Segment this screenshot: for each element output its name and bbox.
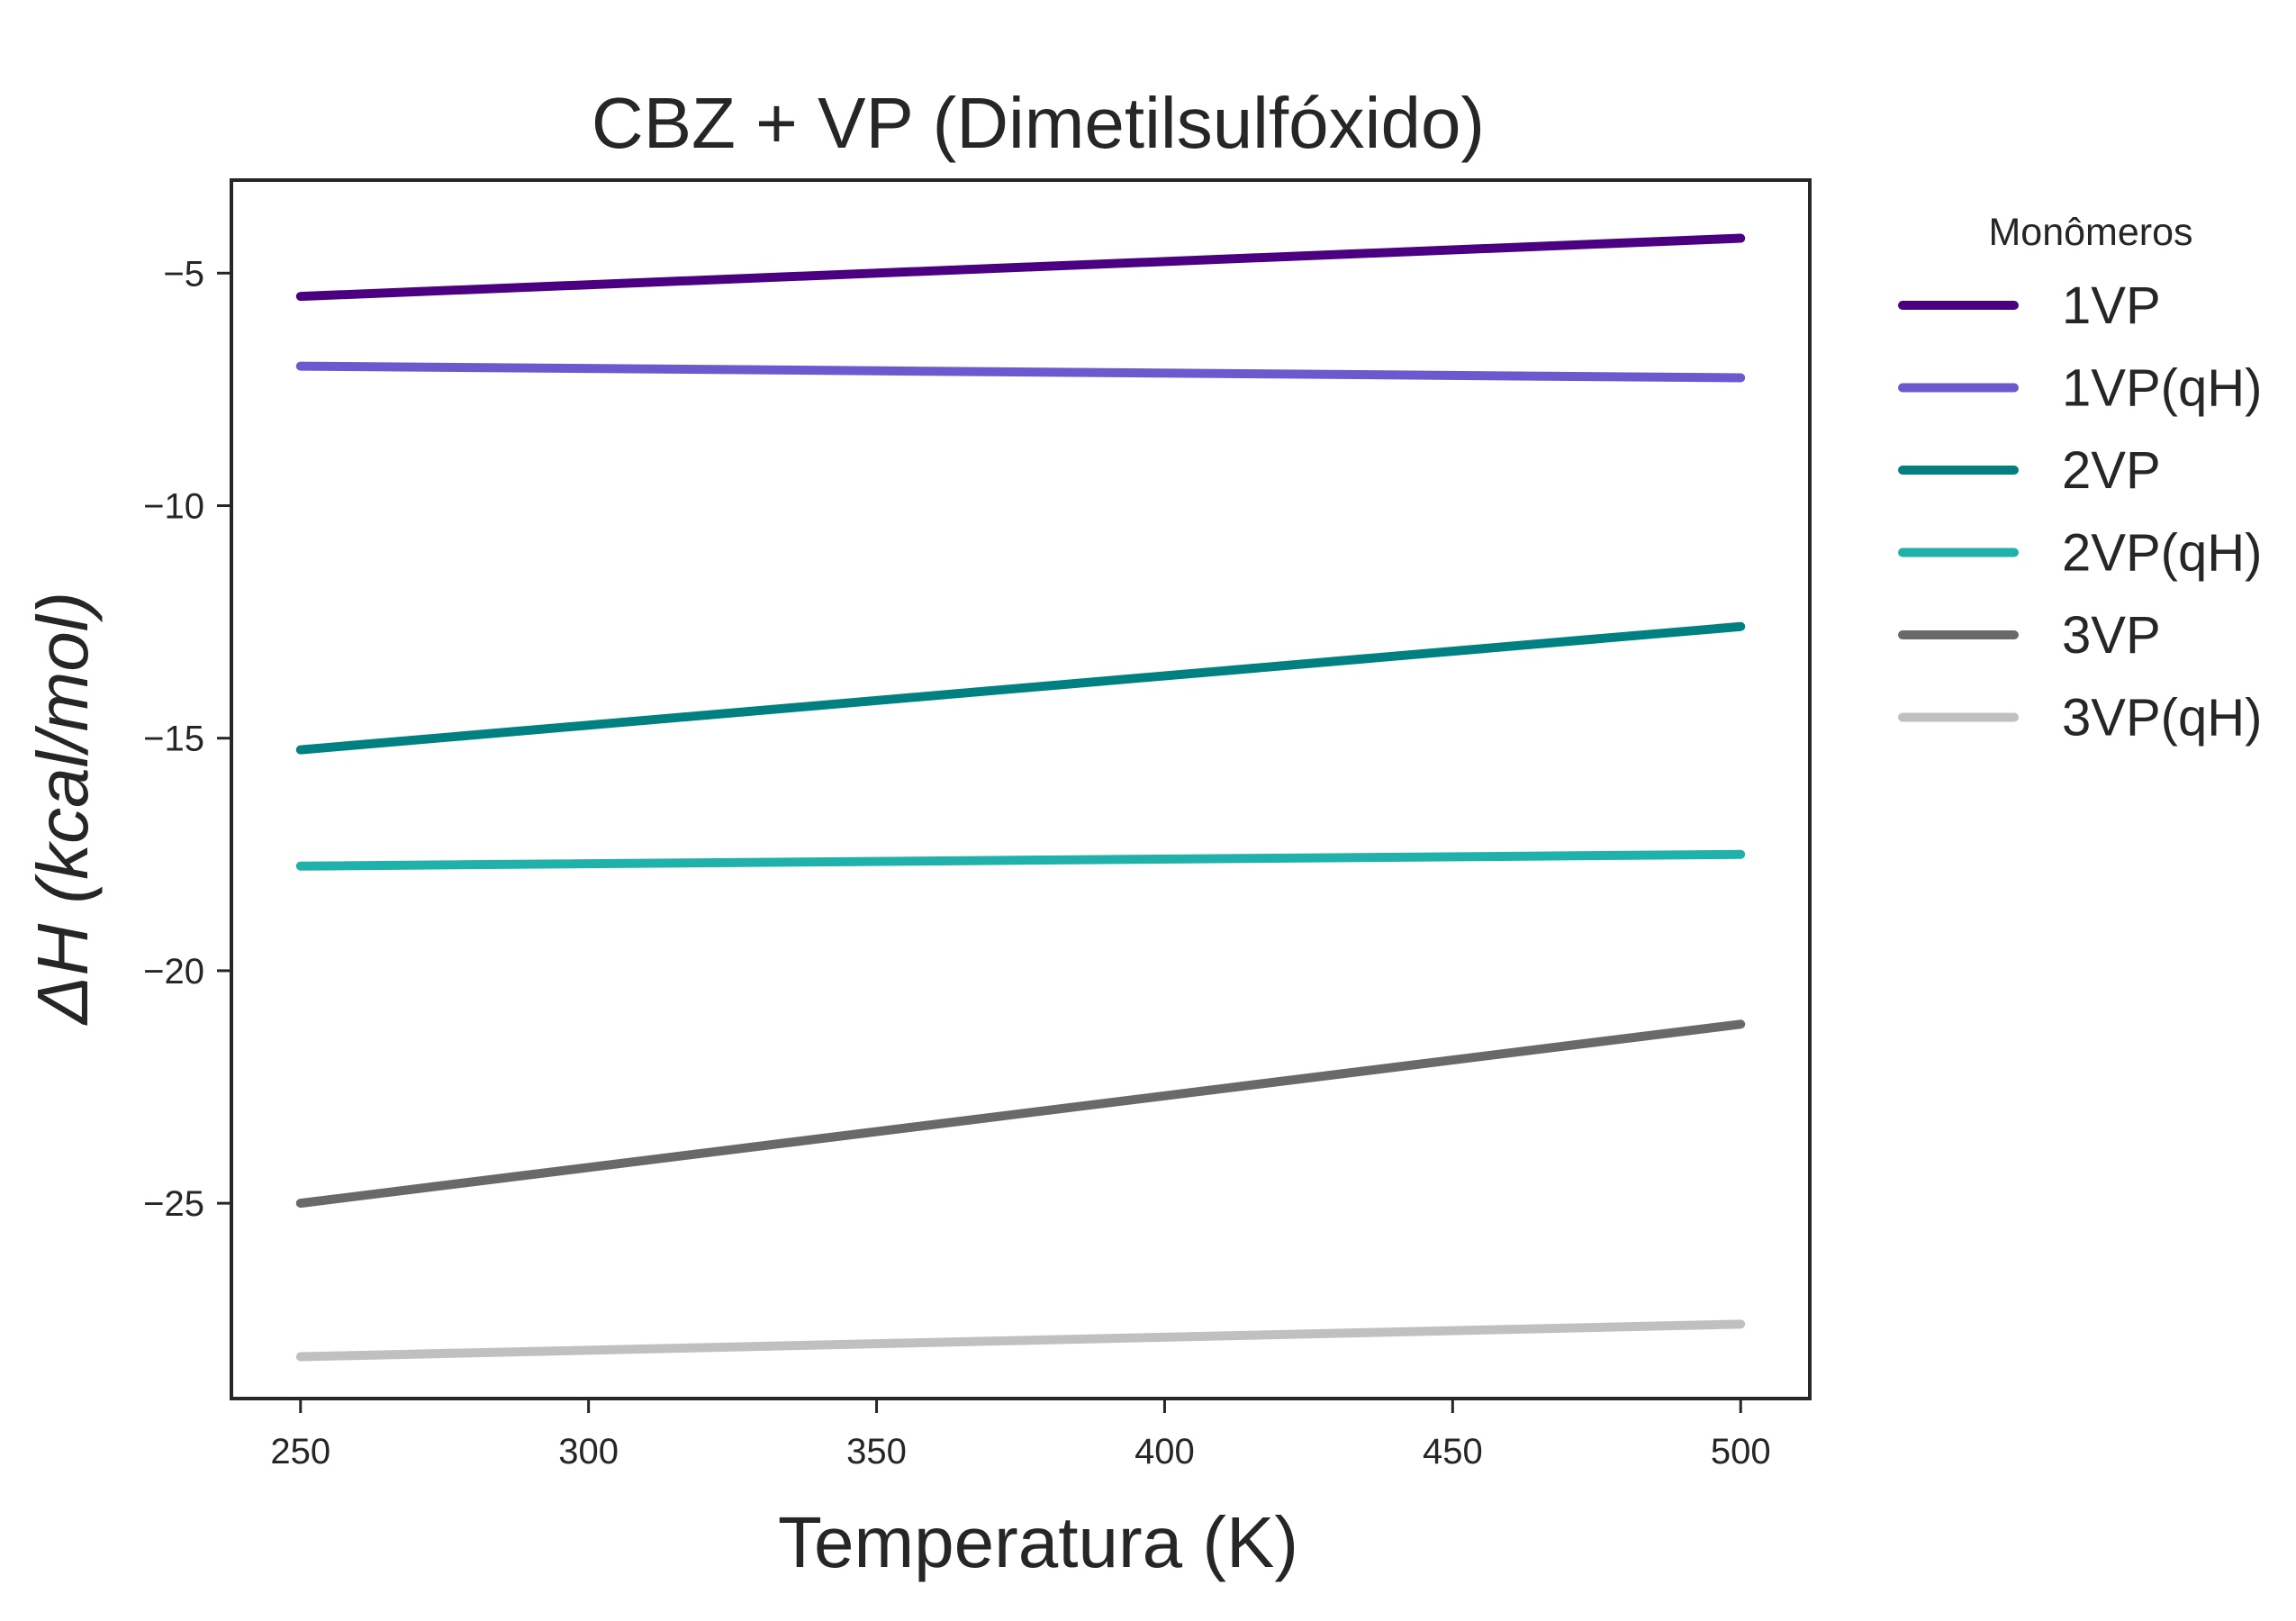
x-axis-ticks: 250 300 350 400 450 500 (270, 1399, 1771, 1472)
series-line-2vp (295, 621, 1746, 755)
x-tick-label: 500 (1711, 1432, 1771, 1472)
y-tick-label: −5 (163, 254, 204, 294)
x-tick-label: 450 (1423, 1432, 1483, 1472)
chart-title: CBZ + VP (Dimetilsulfóxido) (592, 83, 1485, 163)
legend-label: 3VP(qH) (2062, 689, 2262, 747)
series-line-3vp (295, 1019, 1746, 1209)
y-tick-label: −20 (143, 952, 204, 992)
x-tick-label: 350 (846, 1432, 907, 1472)
series-line-1vp-qh (295, 361, 1746, 383)
y-tick-label: −10 (143, 486, 204, 526)
x-tick-label: 250 (270, 1432, 330, 1472)
legend-label: 1VP(qH) (2062, 359, 2262, 418)
legend-title: Monômeros (1988, 211, 2192, 254)
y-tick-label: −25 (143, 1184, 204, 1224)
plot-frame (230, 178, 1812, 1400)
x-tick-label: 300 (558, 1432, 619, 1472)
legend-label: 1VP (2062, 276, 2161, 335)
legend-label: 2VP(qH) (2062, 524, 2262, 583)
y-axis-label: ΔH (kcal/mol) (23, 592, 103, 1026)
plot-series (295, 233, 1746, 1362)
series-line-3vp-qh (295, 1319, 1746, 1362)
y-tick-label: −15 (143, 720, 204, 759)
x-tick-label: 400 (1134, 1432, 1195, 1472)
legend: Monômeros 1VP 1VP(qH) 2VP 2VP(qH) 3VP 3VP(qH) (1898, 211, 2262, 747)
legend-label: 2VP (2062, 441, 2161, 500)
legend-items: 1VP 1VP(qH) 2VP 2VP(qH) 3VP 3VP(qH) (1898, 276, 2262, 747)
series-line-2vp-qh (295, 849, 1746, 871)
legend-label: 3VP (2062, 606, 2161, 665)
series-line-1vp (295, 233, 1746, 302)
y-axis-ticks: −5 −10 −15 −20 −25 (143, 254, 231, 1224)
x-axis-label: Temperatura (K) (778, 1502, 1298, 1582)
